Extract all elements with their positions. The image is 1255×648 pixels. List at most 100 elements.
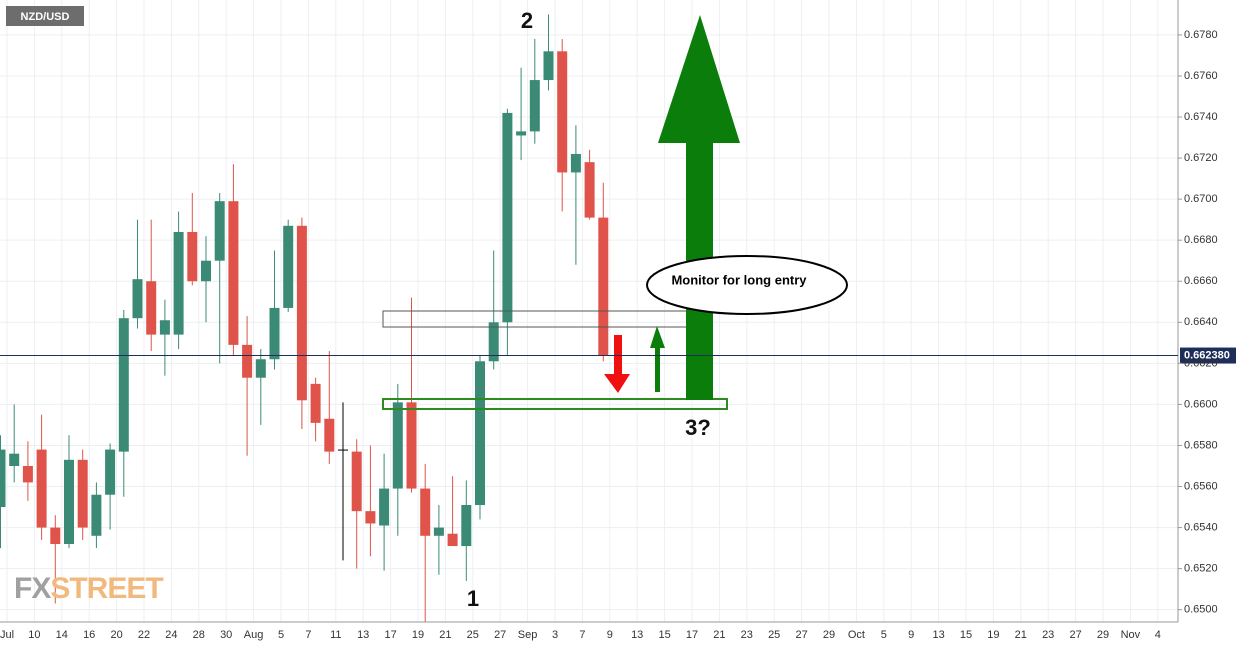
- candle-body: [64, 459, 74, 544]
- y-tick-label: 0.6600: [1184, 398, 1218, 410]
- candle-body: [543, 51, 554, 81]
- x-tick-label: 11: [330, 629, 341, 641]
- annotation: 3?: [685, 415, 711, 440]
- x-tick-label: 14: [56, 629, 68, 641]
- x-tick-label: 13: [932, 629, 944, 641]
- candle-body: [598, 217, 609, 356]
- x-tick-label: 21: [1015, 629, 1027, 641]
- x-tick-label: 27: [795, 629, 807, 641]
- candle-body: [132, 279, 143, 319]
- x-tick-label: 9: [607, 629, 613, 641]
- x-tick-label: 7: [305, 629, 311, 641]
- candle-body: [146, 281, 157, 335]
- candle-body: [77, 459, 88, 528]
- y-tick-label: 0.6500: [1184, 604, 1218, 616]
- x-tick-label: 7: [579, 629, 585, 641]
- x-tick-label: 27: [494, 629, 506, 641]
- y-tick-label: 0.6540: [1184, 521, 1218, 533]
- grid: [0, 0, 1178, 622]
- candle-body: [214, 201, 225, 261]
- x-tick-label: Jul: [0, 629, 14, 641]
- candle-body: [36, 449, 47, 528]
- candle-body: [447, 533, 458, 547]
- x-tick-label: Oct: [848, 629, 865, 641]
- y-tick-label: 0.6520: [1184, 563, 1218, 575]
- logo-part: STREET: [50, 572, 163, 605]
- candle-body: [351, 451, 362, 512]
- x-tick-label: 13: [357, 629, 369, 641]
- candle-body: [570, 153, 581, 173]
- candle-body: [310, 383, 321, 423]
- candle-body: [461, 504, 472, 547]
- x-tick-label: 13: [631, 629, 643, 641]
- overlay: 0.662380: [0, 347, 1236, 364]
- candle-body: [365, 511, 376, 524]
- candle-body: [159, 320, 170, 335]
- annotation: 1: [467, 586, 479, 611]
- candle-body: [420, 488, 431, 536]
- x-tick-label: Nov: [1121, 629, 1141, 641]
- x-tick-label: 19: [412, 629, 424, 641]
- x-tick-label: 4: [1155, 629, 1161, 641]
- candle-body: [91, 494, 102, 536]
- candle-body: [516, 131, 527, 136]
- y-tick-label: 0.6580: [1184, 439, 1218, 451]
- candle-body: [105, 449, 116, 495]
- y-tick-label: 0.6780: [1184, 29, 1218, 41]
- logo-part: FX: [14, 572, 51, 605]
- small-up-arrow: [650, 326, 665, 392]
- x-tick-label: 17: [384, 629, 396, 641]
- x-tick-label: 23: [741, 629, 753, 641]
- candle-body: [173, 231, 184, 335]
- x-tick-label: 15: [658, 629, 670, 641]
- candle-body: [283, 225, 294, 308]
- candle-body: [324, 418, 335, 452]
- note-ellipse: [646, 255, 848, 315]
- x-tick-label: Sep: [518, 629, 538, 641]
- last-price-label: 0.662380: [1184, 349, 1230, 361]
- candle-body: [242, 344, 253, 378]
- x-tick-label: 21: [439, 629, 451, 641]
- x-tick-label: 3: [552, 629, 558, 641]
- x-tick-label: 20: [110, 629, 122, 641]
- candle-body: [584, 162, 595, 218]
- candle-body: [502, 112, 513, 323]
- x-tick-label: 23: [1042, 629, 1054, 641]
- candle-body: [201, 260, 211, 282]
- support-box: [382, 398, 728, 410]
- candle-body: [9, 453, 20, 466]
- y-tick-label: 0.6700: [1184, 193, 1218, 205]
- candle-body: [406, 402, 417, 489]
- annotation: 2: [521, 8, 533, 33]
- x-tick-label: 25: [467, 629, 479, 641]
- x-tick-label: 27: [1069, 629, 1081, 641]
- y-tick-label: 0.6640: [1184, 316, 1218, 328]
- y-tick-label: 0.6740: [1184, 111, 1218, 123]
- x-tick-label: 22: [138, 629, 150, 641]
- big-up-arrow: [658, 15, 740, 400]
- y-tick-label: 0.6620: [1184, 357, 1218, 369]
- candle-body: [557, 51, 568, 173]
- candle-body: [118, 318, 129, 452]
- x-tick-label: 30: [220, 629, 232, 641]
- y-tick-label: 0.6680: [1184, 234, 1218, 246]
- x-tick-label: 25: [768, 629, 780, 641]
- candle-body: [488, 322, 499, 362]
- symbol-box: [6, 6, 84, 26]
- x-tick-label: 16: [83, 629, 95, 641]
- candle-body: [433, 527, 444, 536]
- candle-body: [50, 527, 61, 544]
- x-tick-label: 19: [987, 629, 999, 641]
- candle-body: [296, 225, 307, 401]
- candle-body: [338, 449, 348, 451]
- x-tick-label: 29: [823, 629, 835, 641]
- candles: [0, 14, 609, 622]
- candle-body: [529, 80, 540, 132]
- candle-body: [255, 359, 266, 378]
- candle-body: [392, 402, 403, 489]
- last-price-box: [1180, 347, 1236, 364]
- y-tick-label: 0.6760: [1184, 70, 1218, 82]
- x-tick-label: Aug: [244, 629, 264, 641]
- y-tick-label: 0.6720: [1184, 152, 1218, 164]
- candle-body: [475, 361, 485, 505]
